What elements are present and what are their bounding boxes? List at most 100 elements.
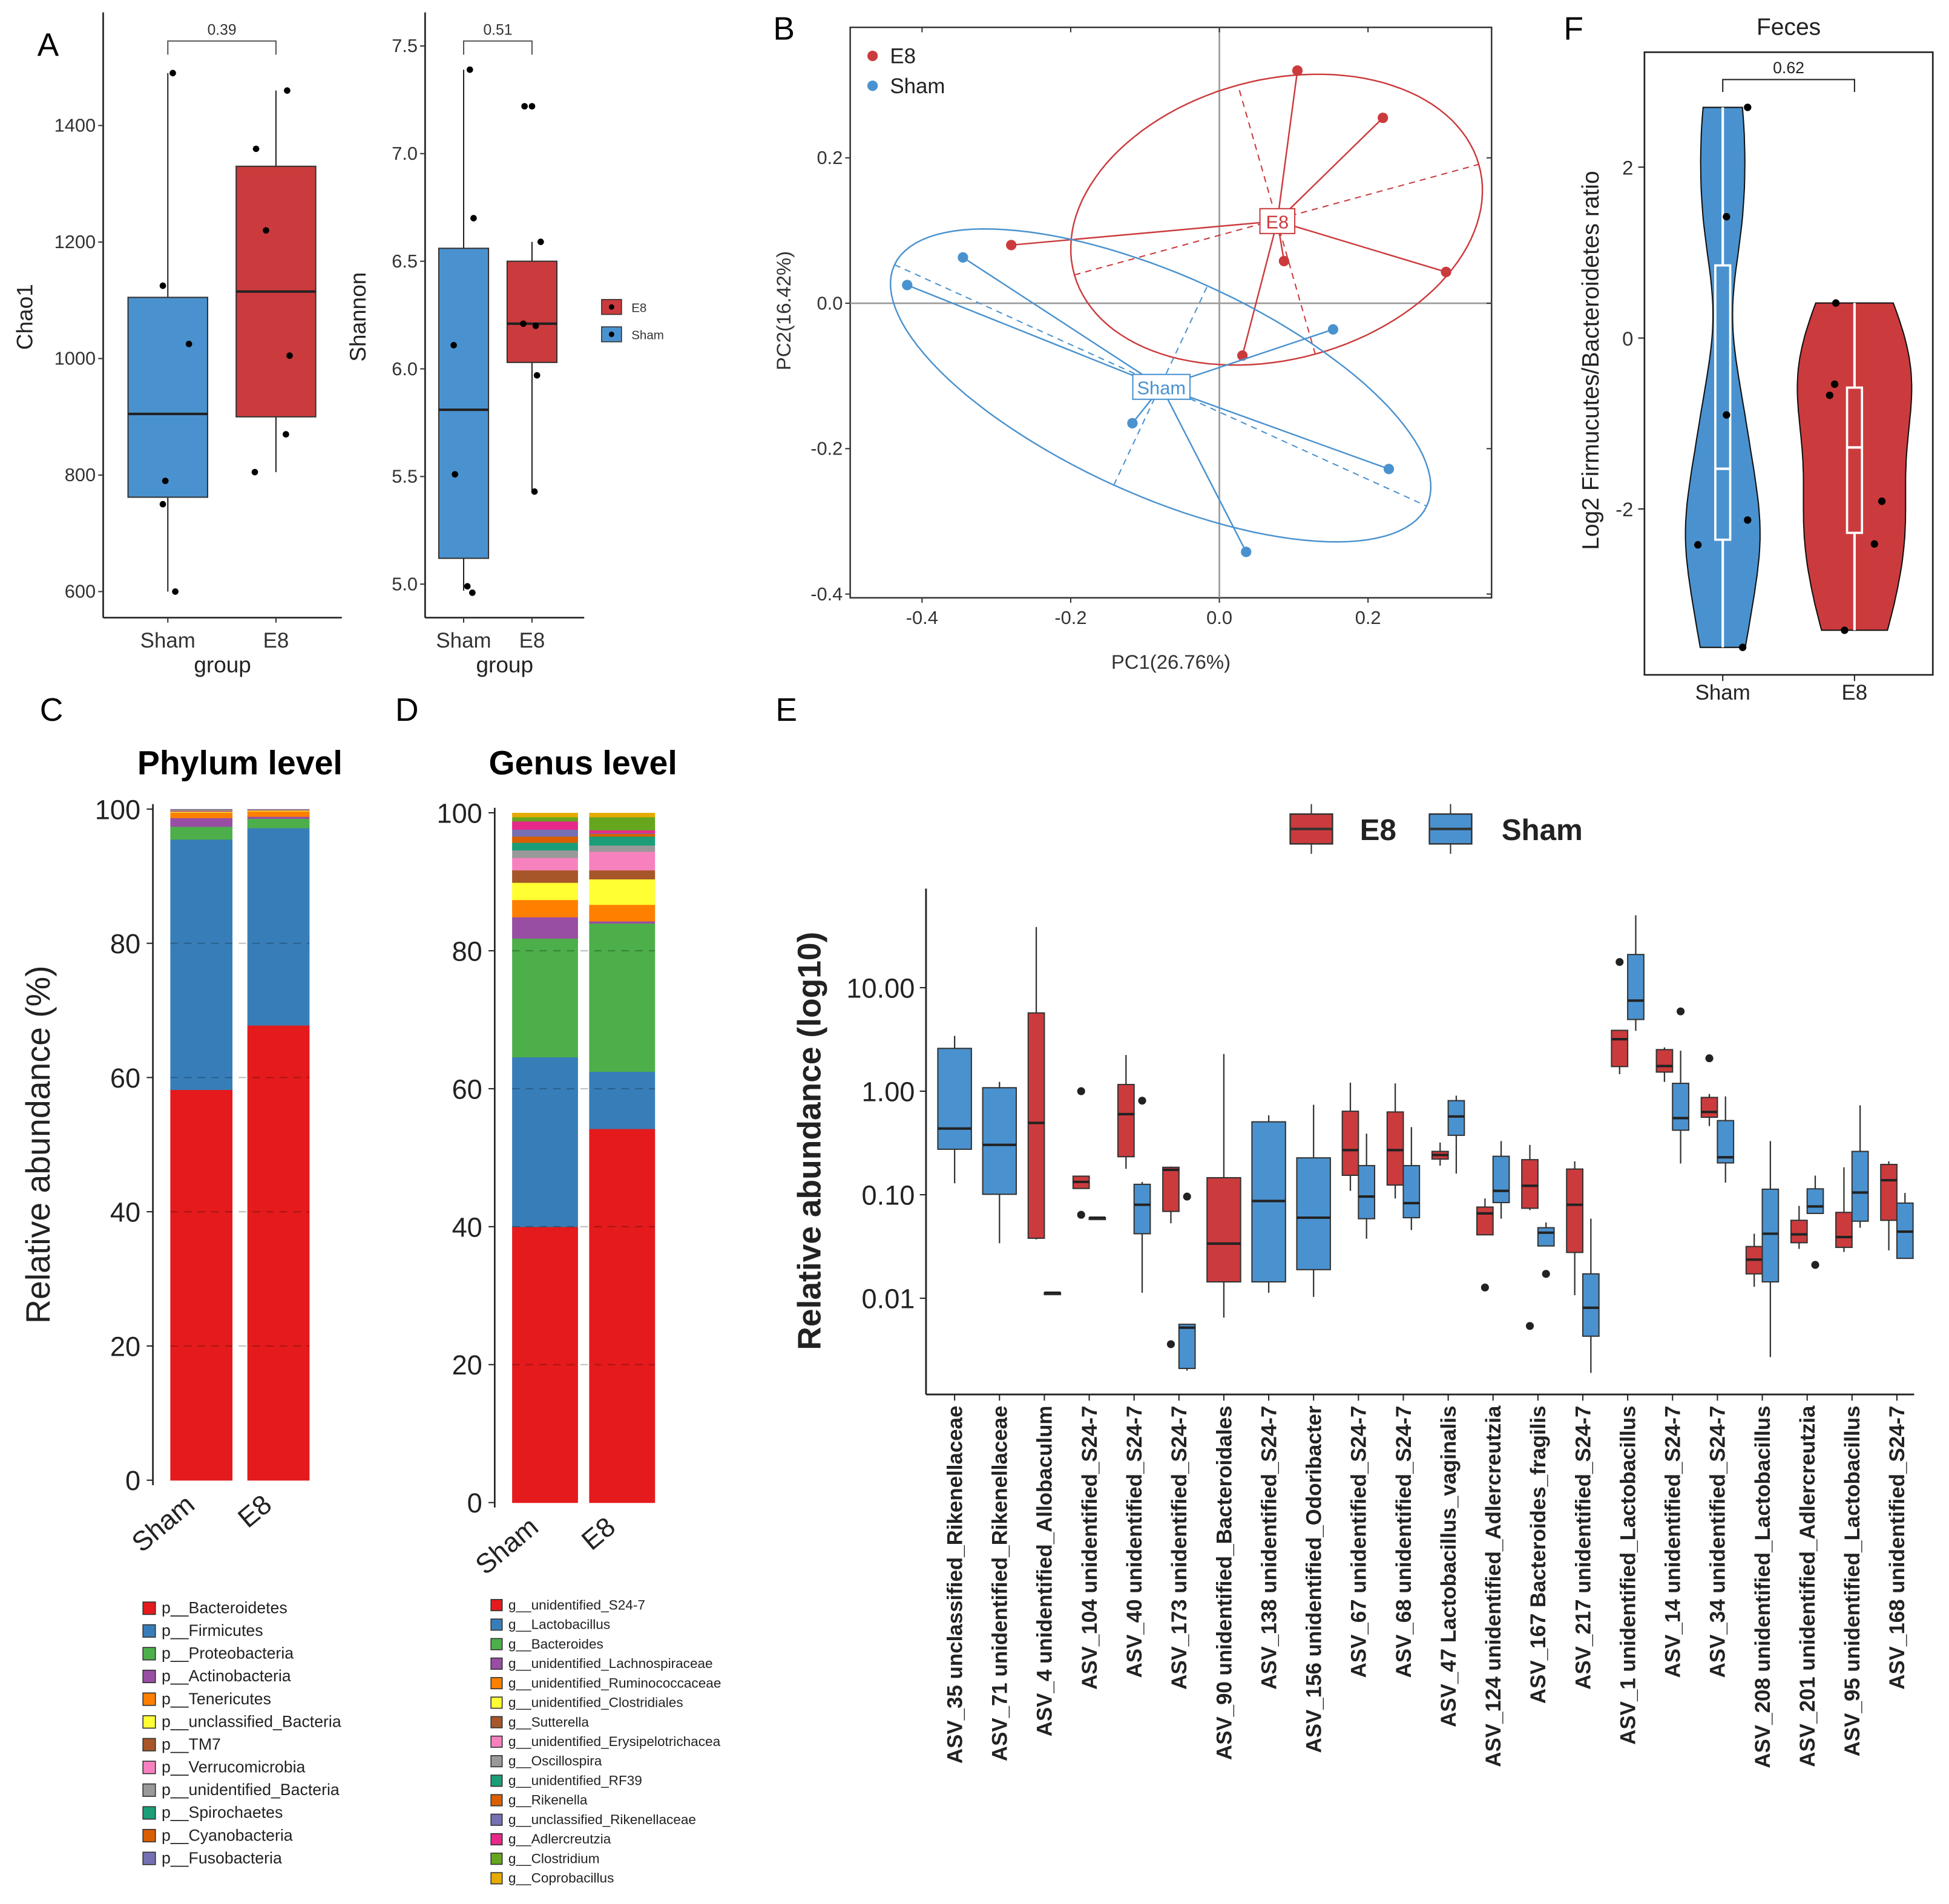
x-tick-label: ASV_71 unidentified_Rikenellaceae (988, 1406, 1012, 1762)
x-tick-label: ASV_47 Lactobacillus_vaginalis (1437, 1406, 1461, 1727)
bar-segment (512, 882, 578, 901)
legend-label: p__Fusobacteria (162, 1849, 282, 1867)
x-tick-label: ASV_95 unidentified_Lactobacillus (1841, 1406, 1864, 1757)
x-tick-label: ASV_201 unidentified_Adlercreutzia (1796, 1405, 1819, 1767)
outlier-point (1138, 1097, 1146, 1105)
panel-label-b: B (773, 11, 795, 47)
y-tick-label: 0.2 (817, 147, 843, 168)
box-e8 (1835, 1212, 1853, 1249)
bar-segment (589, 830, 656, 833)
centroid-label-box (1132, 373, 1191, 400)
data-point (532, 323, 539, 329)
y-tick-label: 100 (95, 794, 140, 825)
data-point (466, 66, 473, 73)
x-axis-title: PC1(26.76%) (1111, 651, 1231, 673)
bar-segment (170, 1089, 233, 1481)
panel-b-pcoa: -0.4 -0.2 0.0 0.2 -0.4 -0.2 0.0 0.2 PC1(26.76%) P… (772, 26, 1493, 673)
legend-label: g__unidentified_Ruminococcaceae (508, 1675, 721, 1690)
box-e8 (1206, 1177, 1241, 1283)
legend-key (142, 1738, 156, 1751)
spider-line (962, 257, 1162, 388)
box-sham (438, 248, 490, 559)
legend-label: g__Lactobacillus (508, 1617, 610, 1632)
bar-segment (589, 870, 656, 880)
legend-label: g__unidentified_Lachnospiraceae (508, 1656, 713, 1671)
x-tick-label: ASV_90 unidentified_Bacteroidales (1212, 1406, 1236, 1761)
legend-key (490, 1599, 503, 1612)
bar-segment (512, 821, 578, 830)
bar-segment (170, 812, 233, 813)
bar-segment (589, 1071, 656, 1129)
panel-a-chao1: 600 800 1000 1200 1400 Sham E8 group Chao1 0.39 (12, 12, 342, 677)
data-point-e8 (1278, 255, 1290, 267)
ellipse-axis (1113, 285, 1208, 485)
legend-key-e8 (601, 299, 622, 315)
y-tick-label: 0.0 (817, 292, 843, 314)
bar-segment (589, 816, 656, 831)
legend-label: g__Coprobacillus (508, 1871, 614, 1886)
legend-label: g__Sutterella (508, 1715, 589, 1730)
y-tick-label: 80 (110, 928, 140, 959)
x-tick-label: ASV_14 unidentified_S24-7 (1661, 1406, 1685, 1678)
legend-key (490, 1716, 503, 1728)
data-point (286, 352, 293, 359)
legend-key (142, 1851, 156, 1865)
bar-segment (512, 899, 578, 918)
legend-label: E8 (631, 301, 646, 315)
legend-label: g__Bacteroides (508, 1636, 603, 1652)
bar-segment (512, 1057, 578, 1227)
box-sham (127, 297, 209, 498)
outlier-point (1077, 1210, 1085, 1219)
data-point-e8 (1292, 65, 1303, 76)
y-tick-label: 20 (110, 1331, 140, 1362)
x-tick-label: ASV_35 unclassified_Rikenellaceae (943, 1406, 967, 1764)
x-tick-label: Sham (140, 629, 196, 652)
box-e8 (1700, 1097, 1718, 1118)
data-point-sham (902, 280, 913, 291)
data-point (1870, 540, 1878, 548)
x-axis-title: group (194, 652, 251, 677)
legend-label: p__Cyanobacteria (162, 1826, 293, 1844)
y-tick-label: 1200 (54, 231, 96, 252)
x-tick-label: ASV_1 unidentified_Lactobacillus (1616, 1406, 1640, 1745)
chart-title: Feces (1757, 14, 1821, 40)
spider-line (1160, 386, 1247, 553)
centroid-label-box (1259, 208, 1296, 234)
bar-segment (512, 917, 578, 939)
bar-segment (170, 809, 233, 810)
data-point (521, 103, 528, 110)
panel-label-d: D (395, 692, 419, 728)
data-point (450, 342, 457, 349)
y-axis-title: Shannon (346, 272, 370, 362)
y-tick-label: 600 (65, 581, 96, 602)
y-axis-title: Relative abundance (%) (19, 965, 57, 1324)
y-tick-label: -2 (1615, 498, 1633, 520)
x-tick-label: Sham (1695, 681, 1750, 704)
box-sham (1717, 1120, 1735, 1164)
x-tick-label: E8 (1842, 681, 1868, 704)
box-sham (937, 1048, 972, 1150)
bar-segment (512, 816, 578, 822)
box-sham (1537, 1227, 1555, 1247)
data-point (252, 145, 260, 153)
legend-key (490, 1794, 503, 1807)
y-tick-label: 800 (65, 464, 96, 485)
bar-segment (589, 833, 656, 837)
box-sham (1806, 1188, 1824, 1214)
bar-segment (589, 923, 656, 1072)
data-point (464, 583, 471, 590)
legend-key (142, 1783, 156, 1797)
data-point (172, 588, 179, 595)
legend-label: Sham (1502, 813, 1583, 847)
bar-segment (512, 842, 578, 851)
legend-label: Sham (631, 329, 664, 343)
y-tick-label: 10.00 (846, 973, 915, 1003)
outlier-point (1811, 1261, 1819, 1269)
y-tick-label: 40 (110, 1197, 140, 1228)
data-point (283, 431, 289, 438)
x-tick-label: E8 (519, 629, 545, 652)
spider-line (1277, 70, 1298, 222)
legend-label: g__unidentified_RF39 (508, 1773, 642, 1788)
data-point-sham (958, 252, 968, 263)
